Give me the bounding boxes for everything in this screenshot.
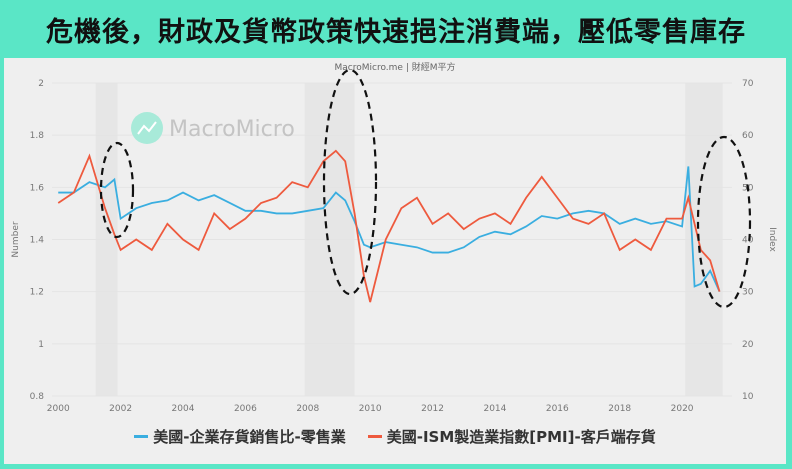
highlight-ellipse	[99, 141, 135, 239]
highlight-ellipse	[322, 68, 378, 296]
series-line	[58, 166, 721, 293]
y-tick-label: 1.8	[30, 131, 45, 141]
chart-panel: MacroMicro.me | 財經M平方 0.8 10 1 20 1.2 30 1.4 40…	[4, 58, 786, 464]
y-tick-label: 0.8	[30, 392, 45, 402]
y2-tick-label: 10	[742, 392, 754, 402]
legend-swatch-red	[367, 435, 382, 438]
series-line	[57, 149, 721, 303]
x-tick-label: 2014	[483, 404, 506, 414]
watermark-text: MacroMicro	[169, 117, 295, 142]
legend-swatch-blue	[134, 435, 149, 438]
chart-source: MacroMicro.me | 財經M平方	[334, 63, 456, 73]
x-tick-label: 2016	[546, 404, 569, 414]
y2-tick-label: 70	[742, 79, 754, 89]
watermark-logo: MacroMicro	[131, 112, 295, 144]
x-tick-label: 2004	[172, 404, 195, 414]
y-tick-label: 1.6	[30, 183, 45, 193]
page-title: 危機後，財政及貨幣政策快速挹注消費端，壓低零售庫存	[46, 16, 746, 48]
y-tick-label: 1	[38, 340, 44, 350]
highlight-ellipse	[696, 135, 752, 309]
legend-label: 美國-ISM製造業指數[PMI]-客戶端存貨	[386, 428, 656, 446]
y2-tick-label: 30	[742, 288, 754, 298]
y-tick-label: 1.4	[30, 236, 45, 246]
legend-item-retail[interactable]: 美國-企業存貨銷售比-零售業	[134, 426, 346, 447]
chart-legend: 美國-企業存貨銷售比-零售業 美國-ISM製造業指數[PMI]-客戶端存貨	[4, 426, 786, 447]
y2-axis-title: Index	[767, 227, 777, 252]
legend-item-ism[interactable]: 美國-ISM製造業指數[PMI]-客戶端存貨	[367, 426, 656, 447]
x-tick-label: 2000	[47, 404, 70, 414]
y-axis-title: Number	[11, 221, 21, 257]
x-tick-label: 2010	[359, 404, 382, 414]
x-tick-label: 2006	[234, 404, 257, 414]
legend-label: 美國-企業存貨銷售比-零售業	[153, 428, 346, 446]
y2-tick-label: 60	[742, 131, 754, 141]
y-tick-label: 2	[38, 79, 44, 89]
y-tick-label: 1.2	[30, 288, 44, 298]
x-tick-label: 2020	[671, 404, 694, 414]
x-tick-label: 2012	[421, 404, 444, 414]
y2-tick-label: 20	[742, 340, 754, 350]
x-tick-label: 2008	[296, 404, 319, 414]
y2-tick-label: 40	[742, 236, 754, 246]
x-tick-label: 2002	[109, 404, 132, 414]
x-tick-label: 2018	[608, 404, 631, 414]
